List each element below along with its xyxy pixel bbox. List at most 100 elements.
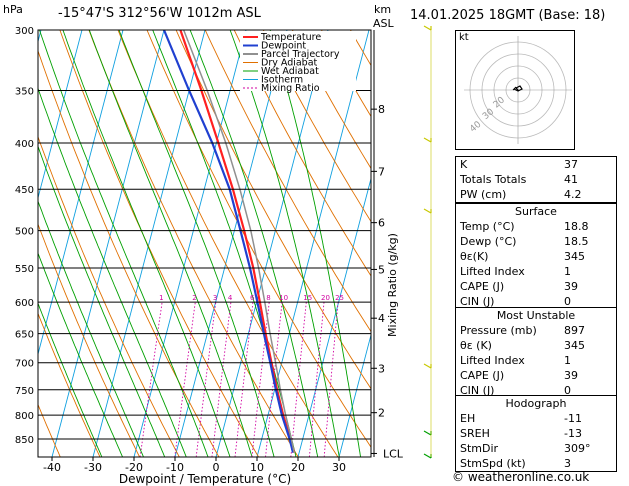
km-tick-label: 4 (378, 312, 385, 325)
mixing-ratio-line (323, 302, 339, 457)
legend-label: Parcel Trajectory (261, 49, 340, 60)
km-tick-label: 5 (378, 263, 385, 276)
temperature-tick-label: -30 (84, 461, 102, 474)
legend-label: Temperature (260, 32, 321, 43)
mixing-ratio-label: 3 (213, 294, 217, 302)
pressure-tick-label: 550 (15, 264, 34, 275)
legend-label: Dewpoint (261, 41, 306, 52)
temperature-tick-label: -40 (43, 461, 61, 474)
surface-row: CAPE (J) 39 (460, 280, 578, 293)
mixing-ratio-label: 1 (159, 294, 163, 302)
mixing-ratio-line (290, 302, 307, 457)
wind-barb (423, 25, 432, 31)
mixing-ratio-axis-label: Mixing Ratio (g/kg) (386, 233, 399, 337)
pressure-unit-label: hPa (3, 3, 23, 16)
surface-row: Dewp (°C) 18.5 (460, 235, 589, 248)
wet-adiabat-line (38, 87, 187, 457)
dry-adiabat-line (38, 135, 180, 457)
dry-adiabat-line (38, 49, 220, 457)
wet-adiabat-line (38, 145, 166, 457)
hodo-ring-30: 30 (481, 107, 496, 122)
dry-adiabat-line (146, 30, 371, 449)
dry-adiabat-line (38, 223, 141, 457)
pressure-tick-label: 750 (15, 386, 34, 397)
temperature-tick-label: 10 (250, 461, 264, 474)
datetime-title: 14.01.2025 18GMT (Base: 18) (410, 8, 606, 23)
hodograph-table: Hodograph EH -11 SREH -13 StmDir 309° StmSp… (455, 395, 617, 472)
index-row: Totals Totals 41 (460, 173, 578, 186)
legend-label: Mixing Ratio (261, 83, 320, 94)
wind-barb (423, 453, 432, 459)
most-unstable-title: Most Unstable (496, 309, 576, 322)
wet-adiabat-line (62, 30, 231, 457)
km-tick-label: 2 (378, 407, 385, 420)
legend-label: Wet Adiabat (261, 66, 319, 77)
isotherm-line (256, 30, 370, 457)
isotherm-line (38, 30, 83, 200)
mixing-ratio-label: 6 (250, 294, 255, 302)
mixing-ratio-line (308, 302, 325, 457)
location-title: -15°47'S 312°56'W 1012m ASL (58, 6, 261, 21)
dry-adiabat-line (291, 30, 371, 170)
index-row: K 37 (460, 158, 578, 171)
hodo-row: StmSpd (kt) 3 (460, 457, 571, 470)
mu-row: θε (K) 345 (460, 339, 585, 352)
pressure-tick-label: 700 (15, 359, 34, 370)
temperature-tick-label: 20 (291, 461, 305, 474)
wet-adiabat-line (269, 30, 362, 457)
temperature-tick-label: 0 (213, 461, 220, 474)
dry-adiabat-line (175, 30, 371, 390)
mixing-ratio-line (195, 302, 217, 457)
mixing-ratio-line (211, 302, 232, 457)
mu-row: Lifted Index 1 (460, 354, 571, 367)
dry-adiabat-line (38, 403, 61, 457)
wet-adiabat-line (39, 30, 209, 457)
legend-label: Dry Adiabat (261, 58, 318, 69)
hodograph-rings: 40 30 20 (464, 36, 572, 144)
km-tick-label: LCL (383, 447, 404, 460)
mu-row: Pressure (mb) 897 (460, 324, 585, 337)
asl-label: ASL (373, 17, 394, 30)
isotherm-line (174, 30, 288, 457)
legend-label: Isotherm (261, 75, 303, 86)
surface-title: Surface (515, 205, 557, 218)
wet-adiabat-line (38, 251, 124, 457)
surface-row: CIN (J) 0 (460, 295, 571, 308)
most-unstable-table: Most Unstable Pressure (mb) 897 θε (K) 345… (455, 307, 617, 399)
dry-adiabat-line (38, 312, 101, 457)
wet-adiabat-line (38, 302, 103, 457)
hodo-row: EH -11 (460, 412, 582, 425)
copyright-footer: © weatheronline.co.uk (452, 470, 590, 484)
mu-row: CIN (J) 0 (460, 384, 571, 397)
wet-adiabat-line (38, 199, 144, 457)
wet-adiabat-line (88, 30, 253, 457)
temperature-tick-label: 30 (332, 461, 346, 474)
hodograph-panel: kt 40 30 20 (455, 30, 575, 150)
index-row: PW (cm) 4.2 (460, 188, 582, 201)
mixing-ratio-label: 8 (266, 294, 270, 302)
mixing-ratio-line (265, 302, 283, 457)
pressure-tick-label: 600 (15, 298, 34, 309)
hodo-row: SREH -13 (460, 427, 582, 440)
km-unit-label: km (374, 3, 392, 16)
isotherm-line (133, 30, 247, 457)
x-axis-label: Dewpoint / Temperature (°C) (119, 472, 291, 486)
temperature-tick-label: -10 (166, 461, 184, 474)
legend-background (240, 31, 356, 91)
pressure-tick-label: 400 (15, 139, 34, 150)
km-tick-label: 6 (378, 217, 385, 230)
wet-adiabat-line (118, 30, 275, 457)
mixing-ratio-label: 4 (228, 294, 233, 302)
mixing-ratio-label: 20 (321, 294, 330, 302)
isotherm-line (92, 30, 206, 457)
mixing-ratio-label: 2 (192, 294, 196, 302)
surface-row: Temp (°C) 18.8 (460, 220, 589, 233)
mixing-ratio-line (174, 302, 196, 457)
temperature-tick-label: -20 (125, 461, 143, 474)
pressure-tick-label: 850 (15, 435, 34, 446)
mixing-ratio-label: 25 (335, 294, 344, 302)
wind-barb (423, 208, 432, 214)
mixing-ratio-line (234, 302, 254, 457)
surface-row: θε(K) 345 (460, 250, 585, 263)
